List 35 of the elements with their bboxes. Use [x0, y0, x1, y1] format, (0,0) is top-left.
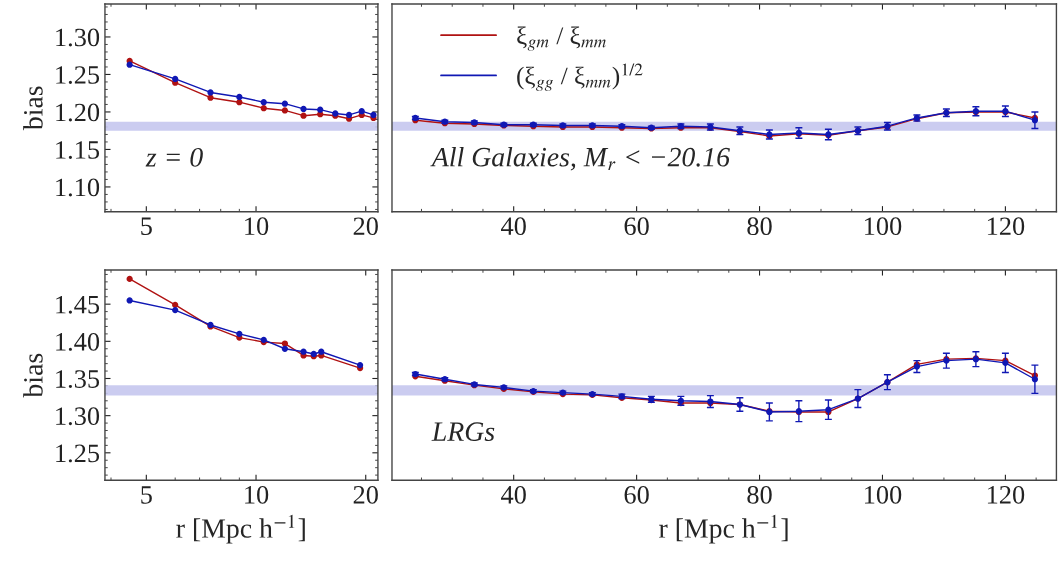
- y-tick-label: 1.25: [56, 444, 100, 463]
- y-tick-label: 1.40: [56, 332, 100, 351]
- x-tick-label: 120: [987, 485, 1025, 504]
- annotation: All Galaxies, M$_{r}$ < −20.16: [430, 146, 730, 171]
- annotation: LRGs: [431, 422, 495, 441]
- y-tick-label: 1.20: [56, 103, 100, 122]
- x-tick-label: 40: [501, 485, 526, 504]
- x-tick-label: 20: [353, 217, 378, 236]
- annotation: z = 0: [145, 147, 203, 167]
- x-tick-label: 5: [141, 486, 152, 504]
- x-tick-label: 20: [353, 485, 378, 504]
- legend-label: ξ$_{gm}$ / ξ$_{mm}$: [517, 26, 607, 51]
- y-tick-label: 1.30: [56, 28, 100, 47]
- y-tick-label: 1.45: [56, 295, 100, 314]
- x-tick-label: 5: [141, 217, 152, 236]
- x-tick-label: 100: [865, 217, 902, 236]
- x-tick-label: 80: [747, 217, 772, 236]
- y-tick-label: 1.15: [56, 141, 100, 159]
- x-tick-label: 60: [624, 217, 649, 236]
- y-tick-label: 1.10: [56, 178, 100, 197]
- y-tick-label: 1.35: [56, 370, 100, 389]
- x-tick-label: 100: [865, 485, 902, 504]
- x-tick-label: 120: [987, 217, 1025, 236]
- x-axis-title: r [Mpc h$^{−1}$]: [176, 514, 305, 544]
- x-tick-label: 10: [245, 485, 269, 504]
- x-axis-title: r [Mpc h$^{−1}$]: [659, 514, 788, 544]
- x-tick-label: 40: [501, 217, 526, 236]
- x-tick-label: 60: [624, 485, 649, 504]
- y-tick-label: 1.30: [56, 407, 100, 426]
- y-tick-label: 1.25: [56, 66, 100, 84]
- x-tick-label: 10: [245, 217, 269, 236]
- x-tick-label: 80: [747, 485, 772, 504]
- y-axis-title: bias: [23, 353, 43, 398]
- y-axis-title: bias: [23, 86, 43, 131]
- legend-label: (ξ$_{gg}$ / ξ$_{mm}$)$^{1/2}$: [517, 63, 643, 92]
